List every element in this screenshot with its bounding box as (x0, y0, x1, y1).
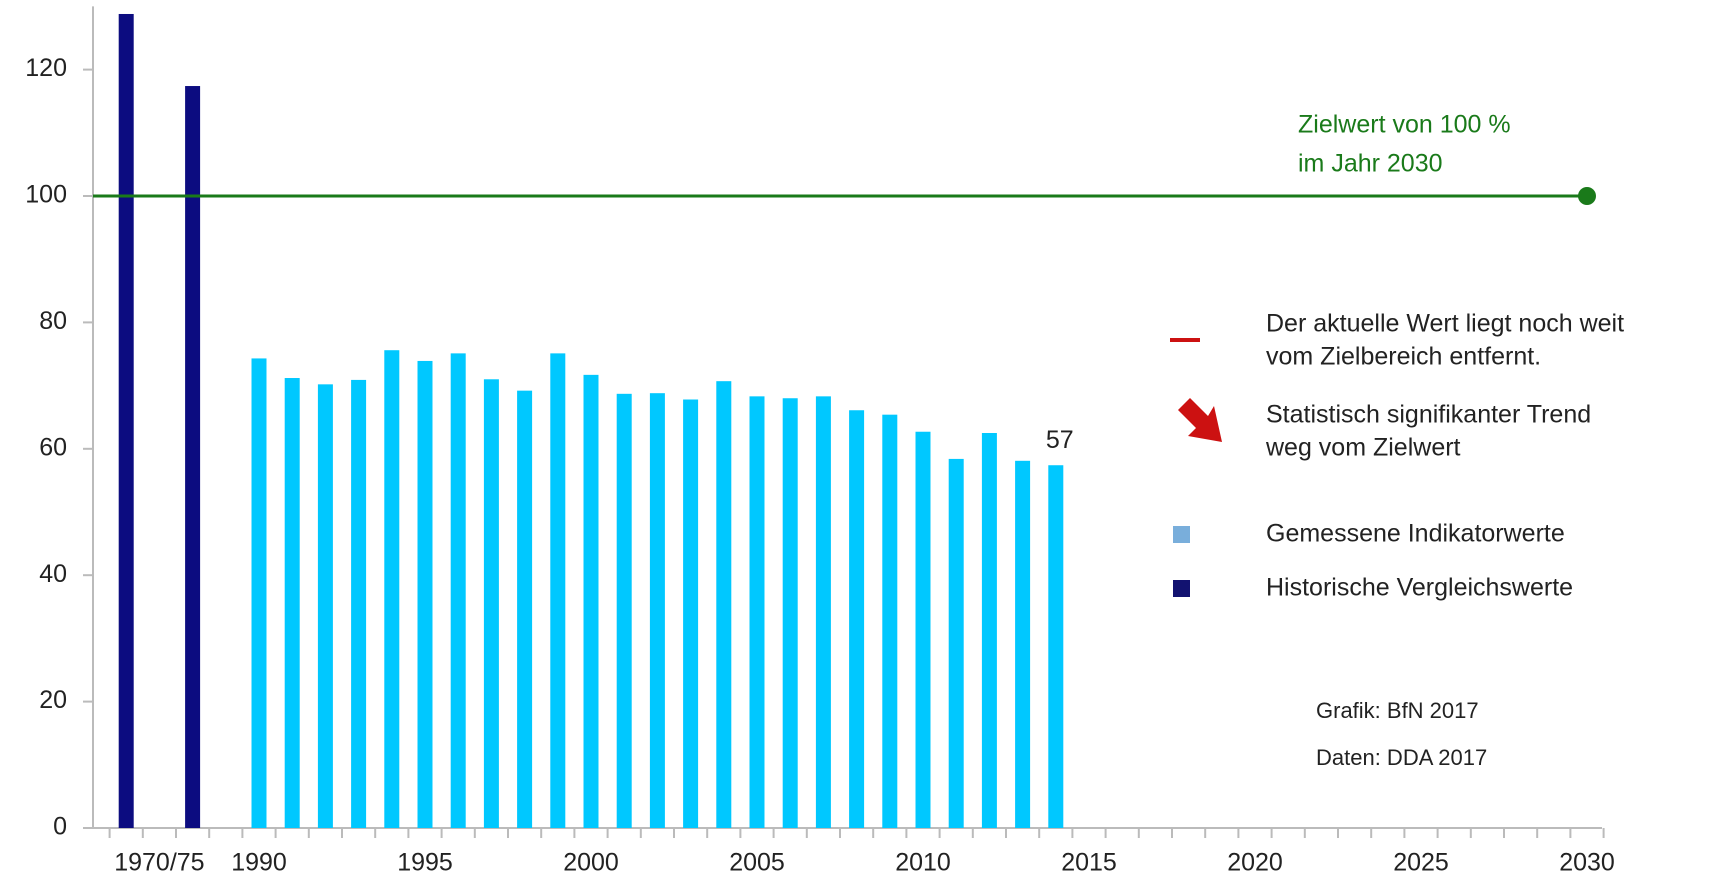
target-label: im Jahr 2030 (1298, 150, 1443, 178)
bar (683, 399, 699, 828)
bar (417, 360, 433, 828)
bar (1048, 465, 1064, 828)
y-tick-label: 80 (39, 307, 67, 335)
x-tick-label: 2030 (1559, 849, 1615, 877)
y-tick-label: 120 (25, 54, 67, 82)
status-text: Statistisch signifikanter Trend (1266, 401, 1591, 429)
y-tick-label: 40 (39, 560, 67, 588)
bar (351, 379, 367, 828)
bar (185, 86, 201, 829)
x-tick-label: 2015 (1061, 849, 1117, 877)
target-label: Zielwert von 100 % (1298, 111, 1511, 139)
status-text: vom Zielbereich entfernt. (1266, 343, 1541, 371)
legend-label: Gemessene Indikatorwerte (1266, 520, 1565, 548)
x-tick-label: 1995 (397, 849, 453, 877)
legend-label: Historische Vergleichswerte (1266, 574, 1573, 602)
bar (782, 398, 798, 828)
bar (384, 350, 400, 828)
bar (583, 374, 599, 828)
x-tick-label: 2010 (895, 849, 951, 877)
bar (616, 393, 632, 828)
bar (284, 378, 300, 828)
bar (716, 381, 732, 828)
y-tick-label: 100 (25, 181, 67, 209)
bar (550, 353, 566, 828)
bar (849, 410, 865, 828)
status-text: weg vom Zielwert (1265, 434, 1461, 462)
bar (948, 458, 964, 828)
bar (981, 433, 997, 828)
bar (483, 379, 499, 828)
x-tick-label: 1970/75 (114, 849, 204, 877)
value-label: 57 (1046, 426, 1074, 454)
bar (649, 393, 665, 828)
credit: Grafik: BfN 2017 (1316, 698, 1479, 723)
bar (882, 414, 898, 828)
x-tick-label: 2005 (729, 849, 785, 877)
y-tick-label: 20 (39, 686, 67, 714)
credit: Daten: DDA 2017 (1316, 745, 1487, 770)
bar (815, 396, 831, 828)
bar (915, 431, 931, 828)
status-arrow (1178, 398, 1222, 442)
status-text: Der aktuelle Wert liegt noch weit (1266, 310, 1624, 338)
bar (450, 353, 466, 828)
y-tick-label: 0 (53, 813, 67, 841)
x-tick-label: 2020 (1227, 849, 1283, 877)
bar (317, 384, 333, 828)
bar (251, 358, 267, 828)
x-tick-label: 2000 (563, 849, 619, 877)
legend-swatch (1173, 526, 1190, 543)
bar (1015, 460, 1031, 828)
x-tick-label: 1990 (231, 849, 287, 877)
legend-swatch (1173, 580, 1190, 597)
bar (749, 396, 765, 828)
target-point (1578, 187, 1596, 205)
y-tick-label: 60 (39, 433, 67, 461)
bar (517, 390, 533, 828)
x-tick-label: 2025 (1393, 849, 1449, 877)
bar (118, 13, 134, 828)
